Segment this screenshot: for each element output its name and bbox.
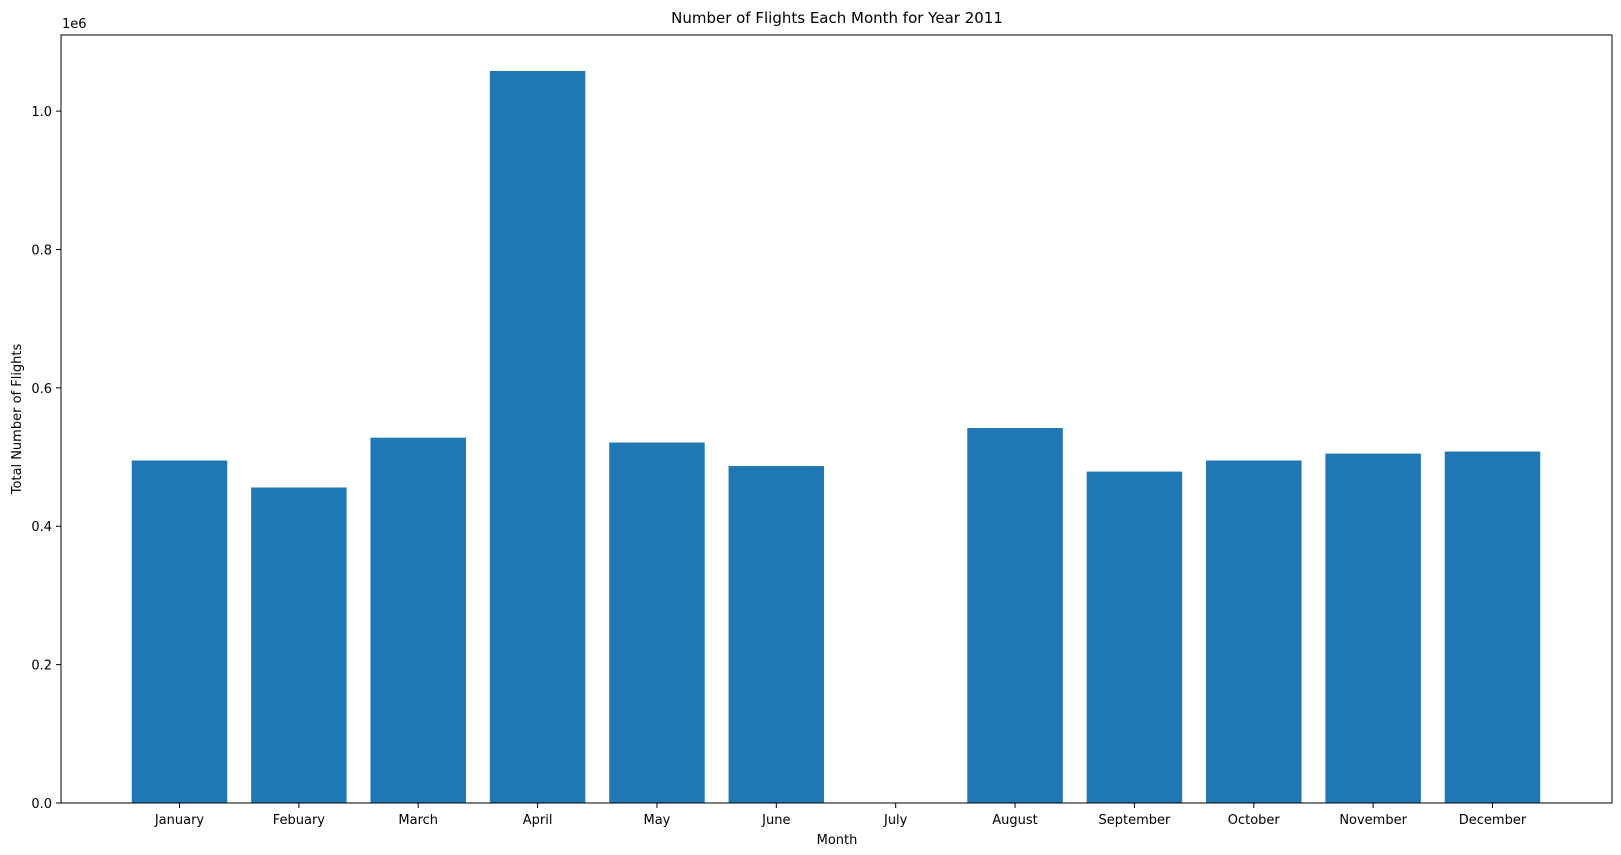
x-tick-label-august: August bbox=[992, 813, 1038, 828]
x-axis-label: Month bbox=[817, 833, 858, 848]
y-axis-offset-label: 1e6 bbox=[62, 17, 87, 32]
x-tick-label-january: January bbox=[154, 813, 205, 828]
x-tick-label-july: July bbox=[883, 813, 908, 828]
bar-may bbox=[609, 442, 705, 803]
bar-november bbox=[1325, 453, 1421, 803]
x-tick-label-march: March bbox=[398, 813, 438, 828]
chart-title: Number of Flights Each Month for Year 20… bbox=[671, 9, 1003, 27]
bar-august bbox=[967, 427, 1063, 803]
y-axis-label: Total Number of Flights bbox=[10, 343, 25, 495]
bar-march bbox=[370, 437, 466, 803]
y-tick-label: 0.2 bbox=[31, 659, 52, 674]
x-tick-label-april: April bbox=[523, 813, 553, 828]
y-tick-label: 0.0 bbox=[31, 797, 52, 812]
bar-febuary bbox=[251, 487, 347, 803]
y-tick-label: 1.0 bbox=[31, 105, 52, 120]
bar-april bbox=[489, 70, 586, 804]
y-tick-label: 0.4 bbox=[31, 520, 52, 535]
bar-january bbox=[131, 460, 228, 803]
x-axis: January Febuary March April May June July Augus… bbox=[154, 803, 1527, 828]
plot-frame bbox=[60, 34, 1613, 804]
x-tick-label-november: November bbox=[1339, 813, 1407, 828]
bar-december bbox=[1444, 451, 1541, 803]
x-tick-label-june: June bbox=[761, 813, 790, 828]
x-tick-label-september: September bbox=[1098, 813, 1171, 828]
bar-september bbox=[1086, 471, 1183, 803]
bars-group bbox=[131, 70, 1541, 804]
x-tick-label-december: December bbox=[1459, 813, 1527, 828]
y-axis: 0.0 0.2 0.4 0.6 0.8 1.0 bbox=[31, 105, 61, 812]
x-tick-label-october: October bbox=[1228, 813, 1281, 828]
y-tick-label: 0.6 bbox=[31, 382, 52, 397]
x-tick-label-febuary: Febuary bbox=[273, 813, 326, 828]
bar-october bbox=[1206, 460, 1302, 803]
y-tick-label: 0.8 bbox=[31, 243, 52, 258]
bar-june bbox=[728, 466, 825, 803]
x-tick-label-may: May bbox=[644, 813, 671, 828]
